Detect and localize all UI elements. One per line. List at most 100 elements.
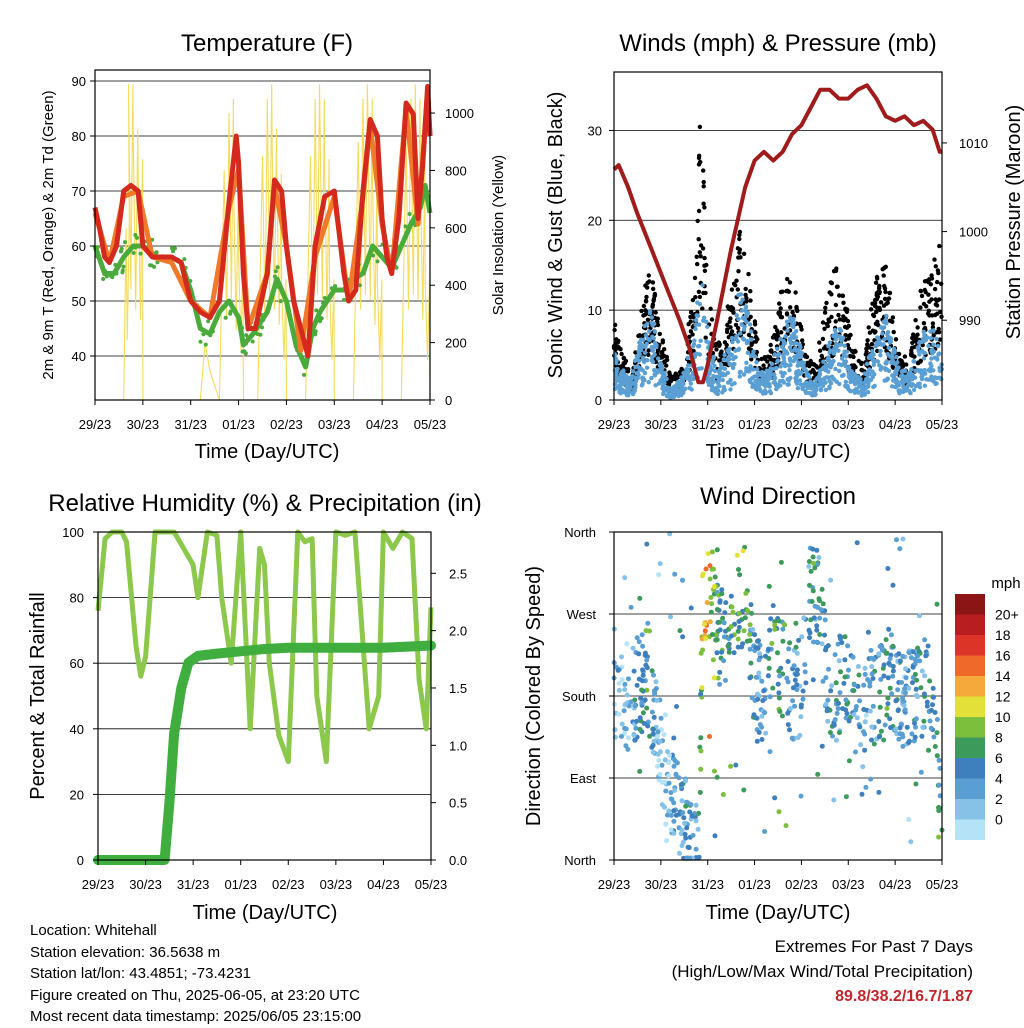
- direction-point: [660, 779, 665, 785]
- wind-point: [875, 335, 880, 340]
- direction-point: [756, 657, 762, 663]
- direction-point: [926, 747, 931, 753]
- temperature-x-ticks: 29/23 30/23 31/23 01/23 02/23 03/23 04/23 05/23: [79, 400, 446, 432]
- direction-point: [668, 827, 674, 833]
- wind-point: [781, 352, 786, 357]
- wind-point: [619, 370, 624, 375]
- direction-point: [888, 632, 894, 638]
- direction-point: [792, 677, 798, 683]
- wind-point: [890, 356, 895, 361]
- dewpoint-point: [138, 251, 143, 256]
- wind-point: [728, 377, 733, 383]
- colorbar-label: 14: [995, 668, 1011, 684]
- direction-point: [759, 737, 765, 742]
- wind-point: [656, 369, 661, 374]
- direction-point: [645, 620, 651, 626]
- direction-point: [934, 753, 940, 759]
- direction-point: [717, 681, 723, 687]
- dewpoint-point: [210, 329, 215, 334]
- wind-point: [694, 318, 699, 323]
- gust-point: [936, 326, 941, 332]
- direction-point: [936, 757, 942, 763]
- direction-point: [721, 634, 727, 640]
- wind-point: [740, 336, 745, 341]
- wind-point: [635, 375, 640, 381]
- direction-point: [709, 549, 715, 555]
- direction-point: [841, 680, 847, 686]
- wind-point: [669, 387, 675, 392]
- direction-point: [634, 718, 640, 724]
- direction-point: [759, 713, 765, 719]
- direction-point: [896, 651, 902, 657]
- wind-point: [928, 329, 933, 334]
- direction-point: [937, 793, 943, 799]
- wind-point: [787, 368, 792, 373]
- wind-point: [748, 364, 753, 369]
- gust-point: [729, 305, 734, 310]
- direction-point: [685, 844, 691, 850]
- direction-point: [679, 827, 685, 833]
- gust-point: [821, 346, 827, 351]
- direction-point: [831, 722, 837, 728]
- wind-point: [817, 368, 823, 373]
- wind-point: [929, 348, 934, 353]
- direction-point: [619, 734, 624, 739]
- gust-point: [885, 300, 890, 305]
- wind-point: [735, 339, 741, 344]
- gust-point: [718, 351, 723, 356]
- direction-point: [893, 698, 899, 704]
- gust-point: [921, 321, 927, 326]
- wind-point: [842, 359, 848, 364]
- wind-point: [866, 381, 871, 386]
- wind-point: [906, 382, 911, 388]
- direction-x-ticks: 29/23 30/23 31/23 01/23 02/23 03/23 04/23 05/23: [598, 860, 959, 892]
- direction-point: [753, 715, 759, 721]
- direction-point: [707, 563, 713, 569]
- y-tick-label: South: [562, 689, 596, 704]
- gust-point: [887, 318, 893, 323]
- direction-point: [817, 615, 823, 621]
- gust-point: [746, 332, 752, 338]
- direction-point: [695, 826, 701, 832]
- gust-point: [643, 298, 649, 303]
- direction-point: [852, 682, 857, 688]
- wind-point: [796, 368, 801, 374]
- x-tick-label: 03/23: [832, 417, 865, 432]
- x-tick-label: 05/23: [926, 877, 959, 892]
- wind-point: [640, 368, 645, 373]
- wind-point: [754, 360, 759, 365]
- wind-point: [725, 356, 730, 362]
- direction-point: [619, 677, 625, 683]
- direction-point: [733, 762, 739, 768]
- gust-point: [869, 342, 875, 347]
- direction-point: [680, 810, 686, 816]
- direction-point: [816, 596, 822, 602]
- wind-point: [828, 348, 833, 353]
- wind-point: [833, 330, 838, 336]
- wind-point: [712, 368, 718, 374]
- wind-point: [775, 346, 780, 351]
- direction-point: [862, 665, 868, 671]
- direction-point: [711, 768, 717, 774]
- gust-point: [926, 308, 931, 313]
- wind-point: [899, 373, 904, 379]
- wind-point: [843, 383, 848, 389]
- wind-point: [897, 391, 902, 396]
- direction-point: [910, 680, 915, 686]
- direction-point: [887, 656, 893, 662]
- direction-point: [889, 691, 895, 697]
- y-tick-label: 70: [72, 184, 86, 199]
- direction-point: [871, 741, 877, 747]
- gust-point: [893, 337, 899, 342]
- direction-point: [826, 666, 831, 672]
- colorbar-title: mph: [991, 575, 1020, 592]
- direction-point: [693, 846, 699, 852]
- wind-point: [649, 375, 654, 381]
- wind-point: [913, 368, 918, 373]
- wind-point: [704, 339, 709, 344]
- direction-point: [918, 685, 924, 691]
- direction-point: [650, 749, 656, 755]
- gust-point: [875, 348, 880, 354]
- wind-point: [748, 379, 753, 384]
- wind-point: [745, 350, 751, 355]
